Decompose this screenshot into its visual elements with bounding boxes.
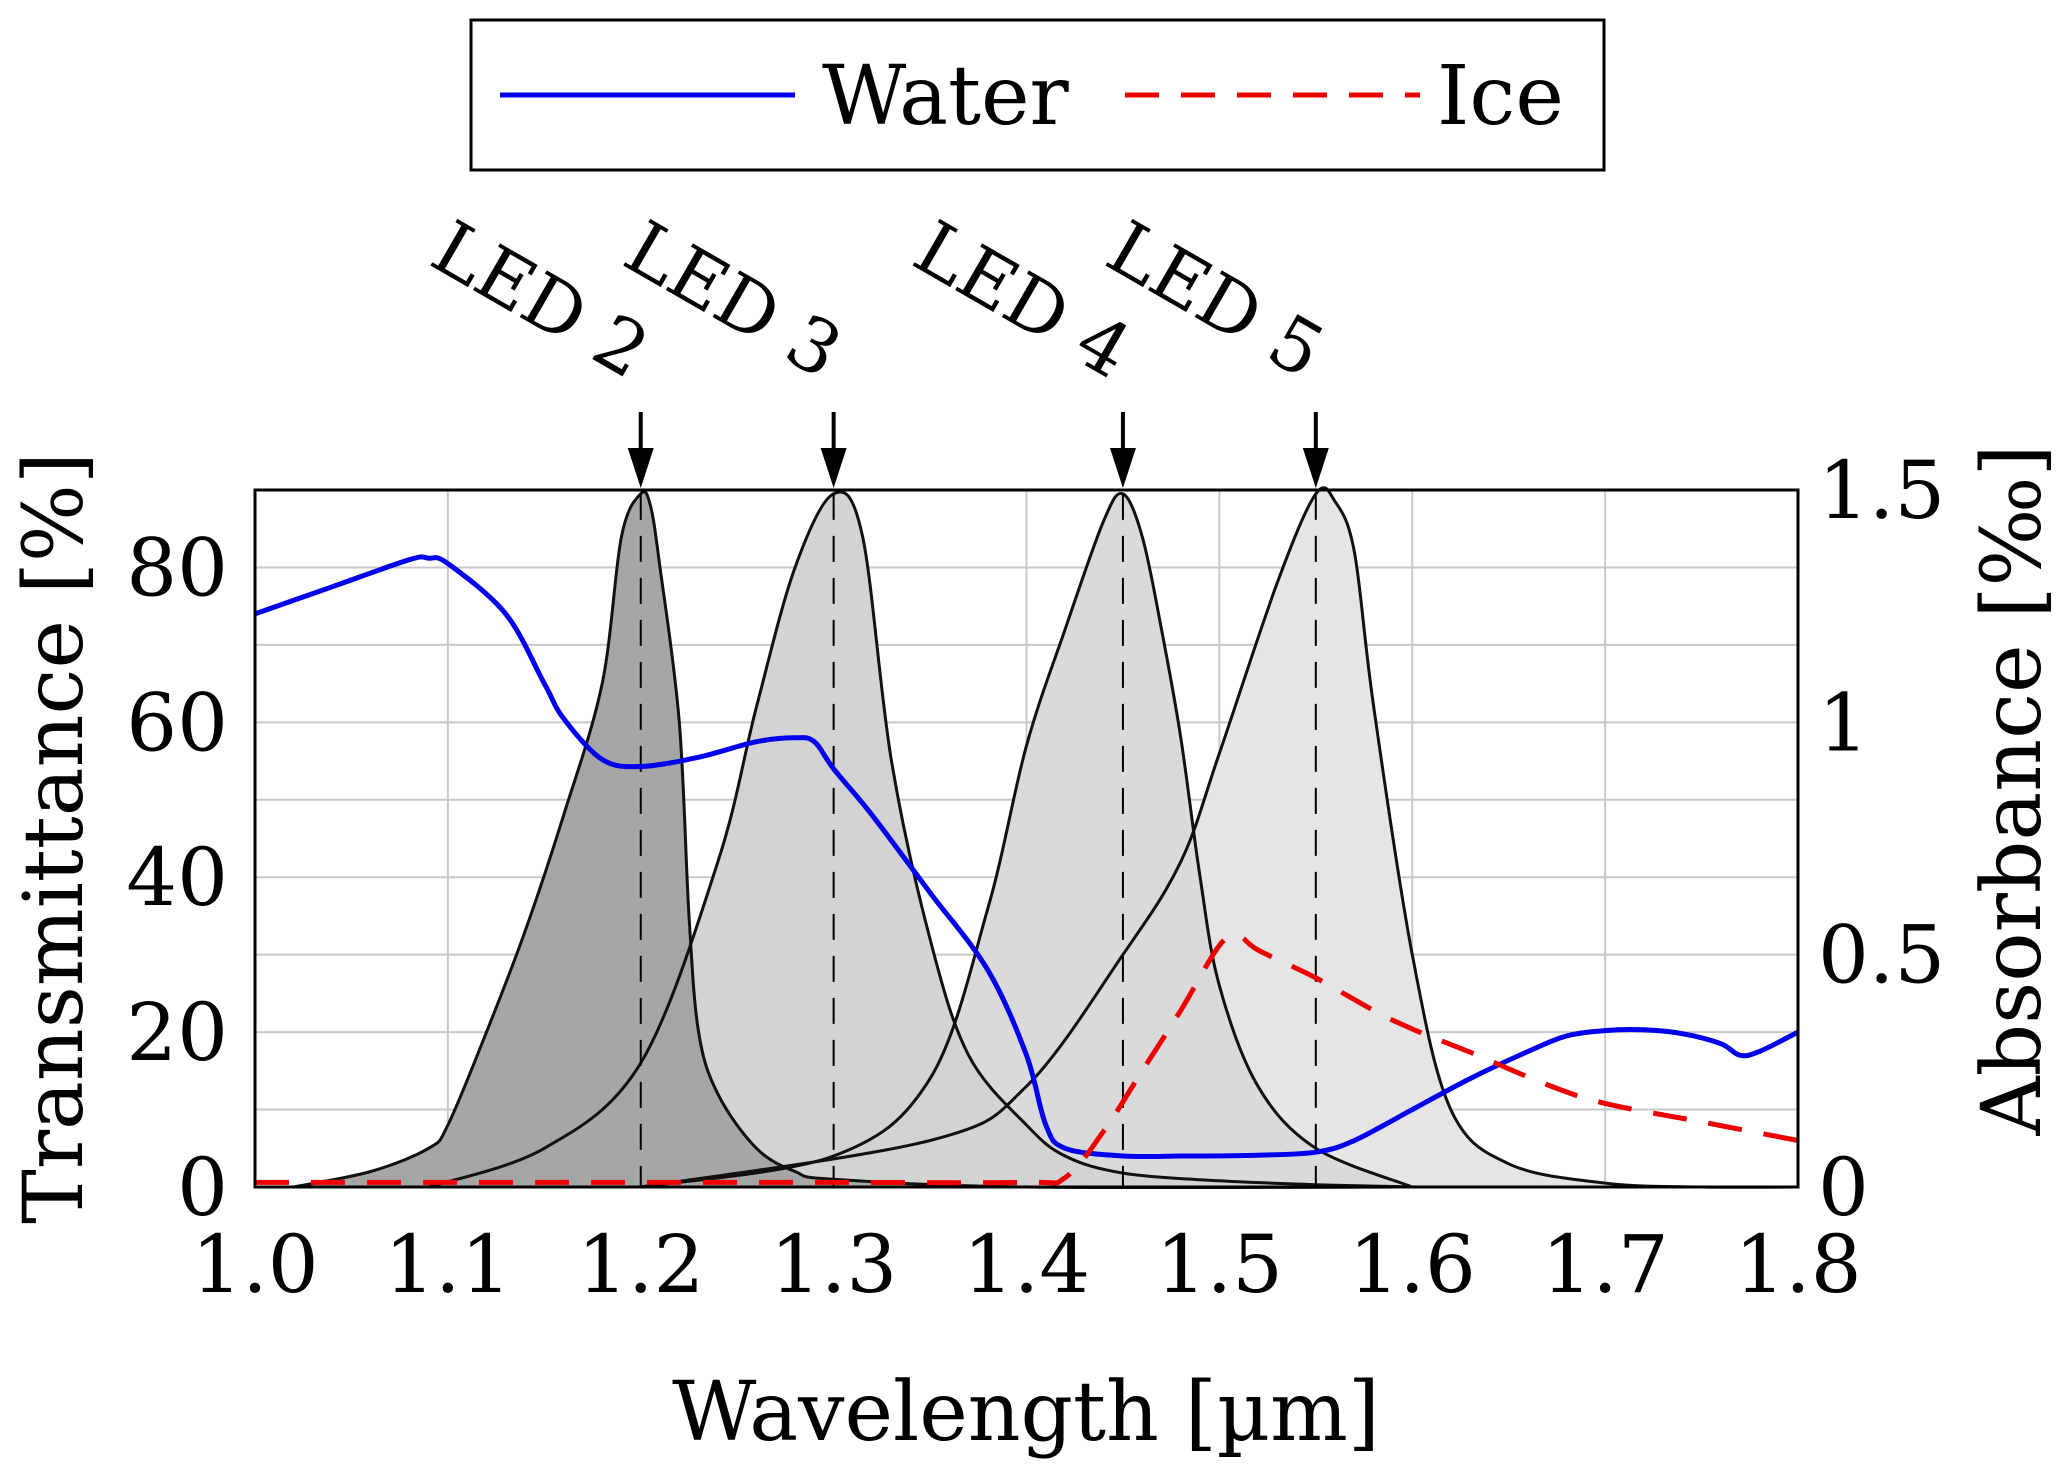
x-tick-label: 1.5 bbox=[1156, 1218, 1283, 1311]
y-right-tick-label: 1.5 bbox=[1818, 444, 1945, 537]
x-tick-labels: 1.0 1.1 1.2 1.3 1.4 1.5 1.6 1.7 1.8 bbox=[191, 1218, 1861, 1311]
led-arrow-head bbox=[627, 448, 654, 488]
x-tick-label: 1.1 bbox=[384, 1218, 511, 1311]
y-left-tick-labels: 0 20 40 60 80 bbox=[126, 521, 228, 1234]
y-right-tick-labels: 0 0.5 1 1.5 bbox=[1818, 444, 1945, 1234]
y-left-tick-label: 0 bbox=[177, 1141, 228, 1234]
x-tick-label: 1.0 bbox=[191, 1218, 318, 1311]
led-label: LED 4 bbox=[900, 205, 1145, 396]
legend-ice-label: Ice bbox=[1437, 49, 1564, 144]
y-right-tick-label: 0 bbox=[1818, 1141, 1869, 1234]
led-label: LED 3 bbox=[611, 205, 856, 396]
legend-water-label: Water bbox=[822, 49, 1070, 144]
series-line-water bbox=[254, 554, 1800, 1160]
x-axis-title: Wavelength [µm] bbox=[672, 1365, 1380, 1460]
series-line-ice bbox=[255, 932, 1799, 1186]
y-left-tick-label: 60 bbox=[126, 676, 228, 769]
y-left-tick-label: 20 bbox=[126, 986, 228, 1079]
plot-frame bbox=[253, 488, 1800, 1189]
y-left-tick-label: 40 bbox=[126, 831, 228, 924]
led-band-fill bbox=[640, 487, 1799, 1188]
y-left-tick-label: 80 bbox=[126, 521, 228, 614]
led-arrow-head bbox=[820, 448, 847, 488]
y-right-tick-label: 1 bbox=[1818, 676, 1869, 769]
x-tick-label: 1.4 bbox=[963, 1218, 1090, 1311]
led-peak-lines bbox=[639, 493, 1317, 1187]
led-band-outline bbox=[640, 486, 1799, 1189]
x-tick-label: 1.6 bbox=[1349, 1218, 1476, 1311]
x-tick-label: 1.8 bbox=[1734, 1218, 1861, 1311]
led-label: LED 5 bbox=[1093, 205, 1338, 396]
y-right-tick-label: 0.5 bbox=[1818, 909, 1945, 1002]
y-right-axis-title: Absorbance [‰] bbox=[1965, 444, 2060, 1136]
led-arrow-head bbox=[1302, 448, 1329, 488]
led-label: LED 2 bbox=[418, 205, 663, 396]
legend: Water Ice bbox=[469, 18, 1606, 172]
led-arrow-head bbox=[1109, 448, 1136, 488]
led-band-outline bbox=[293, 490, 1413, 1190]
x-tick-label: 1.7 bbox=[1542, 1218, 1669, 1311]
led-band-fill bbox=[293, 491, 1413, 1188]
x-tick-label: 1.3 bbox=[770, 1218, 897, 1311]
series-lines bbox=[254, 554, 1800, 1186]
y-left-axis-title: Transmittance [%] bbox=[7, 452, 102, 1224]
led-band-fill bbox=[640, 493, 1413, 1187]
x-tick-label: 1.2 bbox=[577, 1218, 704, 1311]
